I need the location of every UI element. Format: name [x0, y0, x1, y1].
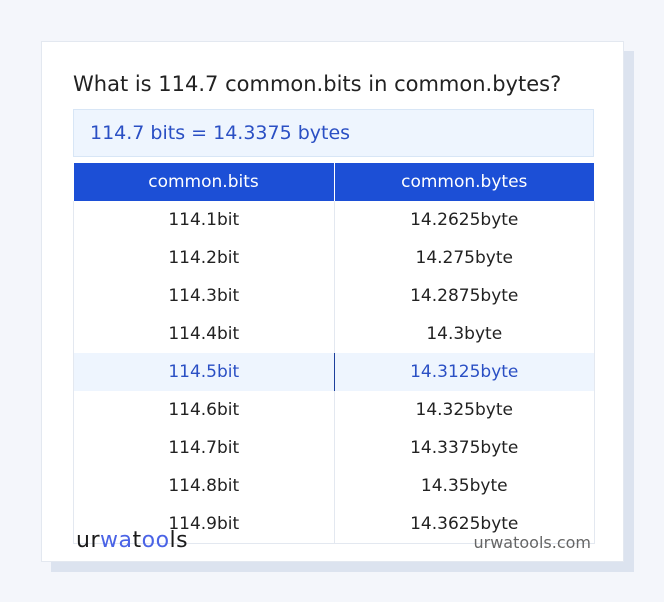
bytes-cell: 14.275byte: [333, 239, 595, 277]
bytes-cell: 14.3byte: [333, 315, 595, 353]
header-bytes: common.bytes: [334, 163, 595, 201]
bits-cell: 114.6bit: [73, 391, 335, 429]
header-bits: common.bits: [73, 163, 335, 201]
bits-cell: 114.1bit: [73, 201, 335, 239]
bits-cell: 114.5bit: [73, 353, 335, 391]
site-link[interactable]: urwatools.com: [473, 533, 592, 552]
table-row: 114.6bit 14.325byte: [73, 391, 595, 429]
table-row: 114.3bit 14.2875byte: [73, 277, 595, 315]
table-row: 114.4bit 14.3byte: [73, 315, 595, 353]
table-row: 114.7bit 14.3375byte: [73, 429, 595, 467]
bytes-cell: 14.2875byte: [333, 277, 595, 315]
bytes-cell: 14.3375byte: [333, 429, 595, 467]
table-row: 114.5bit 14.3125byte: [73, 353, 595, 391]
result-box: 114.7 bits = 14.3375 bytes: [73, 109, 594, 157]
bytes-cell: 14.35byte: [333, 467, 595, 505]
table-row: 114.2bit 14.275byte: [73, 239, 595, 277]
converter-card: What is 114.7 common.bits in common.byte…: [41, 41, 624, 562]
table-row: 114.1bit 14.2625byte: [73, 201, 595, 239]
bytes-cell: 14.3125byte: [333, 353, 595, 391]
bytes-cell: 14.2625byte: [333, 201, 595, 239]
bits-cell: 114.8bit: [73, 467, 335, 505]
bytes-cell: 14.325byte: [333, 391, 595, 429]
table-row: 114.9bit 14.3625byte: [73, 505, 595, 544]
bytes-cell: 14.3625byte: [333, 505, 595, 544]
table-row: 114.8bit 14.35byte: [73, 467, 595, 505]
bits-cell: 114.2bit: [73, 239, 335, 277]
bits-cell: 114.7bit: [73, 429, 335, 467]
conversion-table: common.bits common.bytes 114.1bit 14.2625b…: [73, 163, 595, 544]
bits-cell: 114.4bit: [73, 315, 335, 353]
bits-cell: 114.9bit: [73, 505, 335, 544]
bits-cell: 114.3bit: [73, 277, 335, 315]
logo: urwatools: [76, 528, 189, 553]
page-title: What is 114.7 common.bits in common.byte…: [73, 72, 562, 96]
